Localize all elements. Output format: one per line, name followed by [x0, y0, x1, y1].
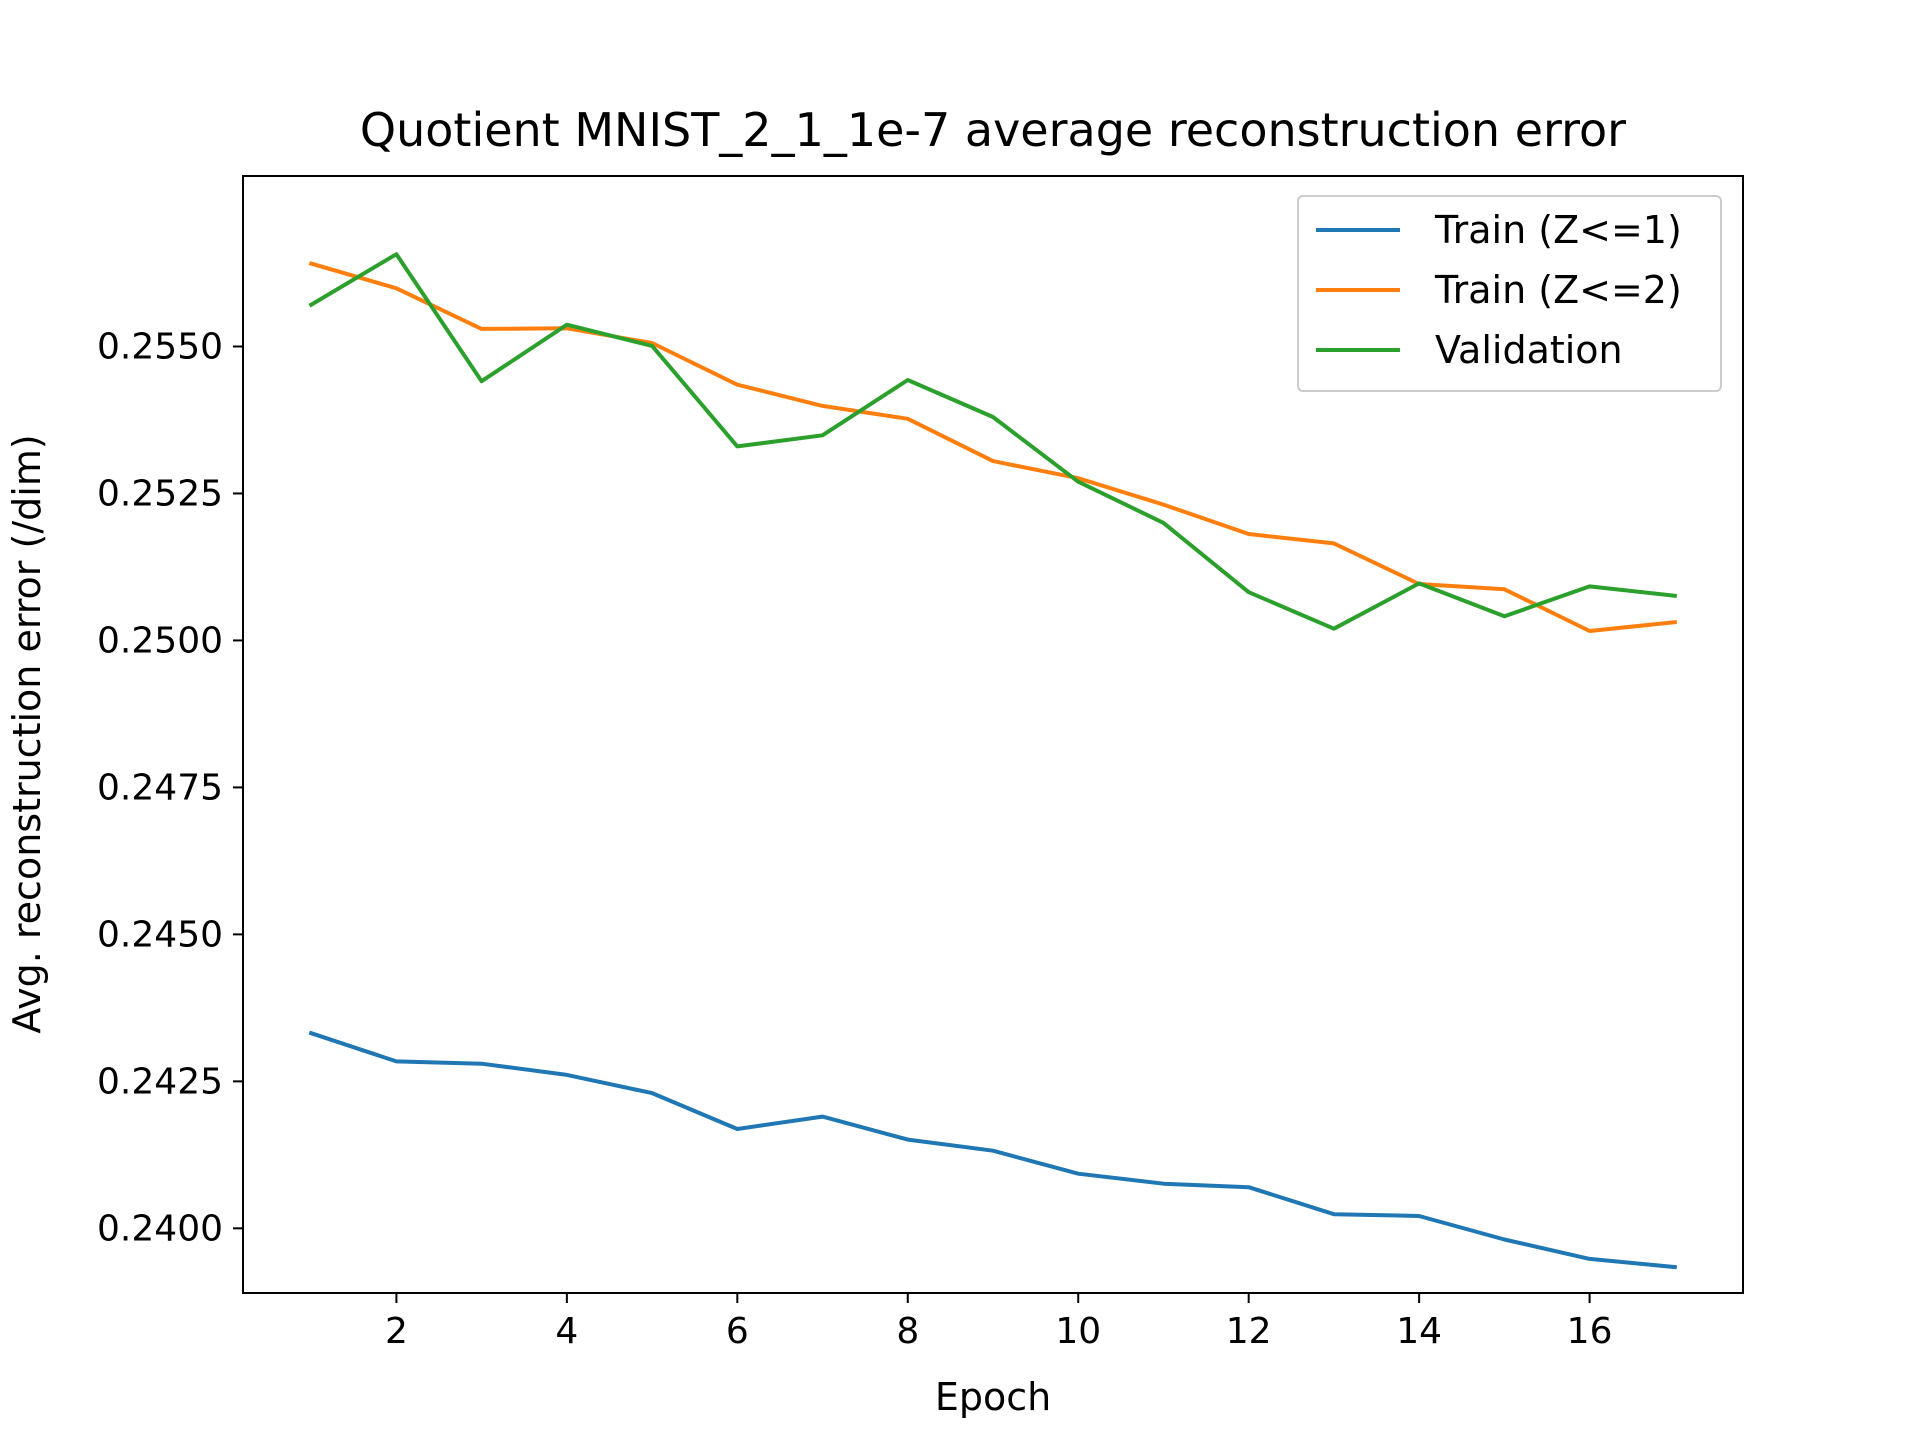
chart-title: Quotient MNIST_2_1_1e-7 average reconstr…: [360, 103, 1626, 157]
x-axis-ticks: 2 4 6 8 10 12 14 16: [385, 1293, 1613, 1352]
y-tick-label: 0.2525: [97, 473, 223, 514]
y-tick-label: 0.2475: [97, 767, 223, 808]
plot-frame: [242, 175, 1744, 1294]
x-tick-label: 10: [1055, 1311, 1101, 1352]
legend-label-validation: Validation: [1435, 328, 1623, 372]
x-tick-label: 12: [1226, 1311, 1272, 1352]
x-tick-label: 6: [726, 1311, 749, 1352]
legend-items: Train (Z<=1) Train (Z<=2) Validation: [1316, 208, 1682, 372]
y-tick-label: 0.2500: [97, 620, 223, 661]
legend-box: [1297, 195, 1722, 392]
series-line-train-z-2: [308, 261, 1677, 633]
y-axis-label: Avg. reconstruction error (/dim): [5, 434, 49, 1033]
series-line-train-z-1: [308, 1030, 1677, 1270]
x-tick-label: 8: [896, 1311, 919, 1352]
legend: Train (Z<=1) Train (Z<=2) Validation: [1297, 195, 1722, 392]
series-lines: [308, 252, 1678, 1270]
y-axis-ticks: 0.2400 0.2425 0.2450 0.2475 0.2500 0.2525 0.25…: [97, 326, 243, 1249]
x-tick-label: 4: [555, 1311, 578, 1352]
legend-label-train-z-1: Train (Z<=1): [1434, 208, 1682, 252]
series-line-validation: [308, 252, 1678, 631]
y-tick-label: 0.2425: [97, 1061, 223, 1102]
y-tick-label: 0.2400: [97, 1208, 223, 1249]
legend-label-train-z-2: Train (Z<=2): [1434, 268, 1682, 312]
y-tick-label: 0.2550: [97, 326, 223, 367]
x-tick-label: 14: [1396, 1311, 1442, 1352]
x-axis-label: Epoch: [935, 1375, 1051, 1419]
x-tick-label: 2: [385, 1311, 408, 1352]
x-tick-label: 16: [1567, 1311, 1613, 1352]
y-tick-label: 0.2450: [97, 914, 223, 955]
